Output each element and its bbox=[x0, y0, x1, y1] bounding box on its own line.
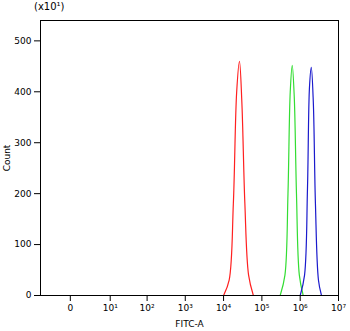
svg-text:10²: 10² bbox=[140, 303, 155, 313]
svg-text:100: 100 bbox=[14, 239, 31, 249]
svg-text:0: 0 bbox=[26, 290, 32, 300]
svg-text:500: 500 bbox=[14, 36, 31, 46]
svg-text:300: 300 bbox=[14, 138, 31, 148]
svg-text:10⁶: 10⁶ bbox=[293, 303, 308, 313]
svg-text:10⁴: 10⁴ bbox=[216, 303, 231, 313]
svg-text:10⁷: 10⁷ bbox=[331, 303, 346, 313]
svg-text:10³: 10³ bbox=[178, 303, 193, 313]
svg-text:FITC-A: FITC-A bbox=[175, 319, 204, 329]
svg-text:Count: Count bbox=[2, 144, 12, 171]
svg-text:10⁵: 10⁵ bbox=[254, 303, 269, 313]
svg-text:0: 0 bbox=[67, 303, 73, 313]
svg-text:200: 200 bbox=[14, 189, 31, 199]
svg-text:10¹: 10¹ bbox=[103, 303, 118, 313]
svg-text:400: 400 bbox=[14, 87, 31, 97]
html-text:(x10¹): (x10¹) bbox=[34, 1, 65, 12]
